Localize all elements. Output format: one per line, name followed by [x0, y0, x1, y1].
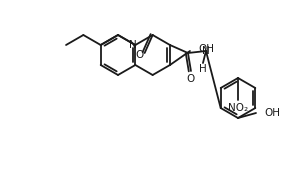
- Text: H: H: [199, 64, 207, 74]
- Text: O: O: [135, 50, 144, 60]
- Text: NO₂: NO₂: [228, 103, 248, 113]
- Text: OH: OH: [198, 44, 214, 54]
- Text: O: O: [187, 74, 195, 84]
- Text: N: N: [202, 46, 210, 56]
- Text: N: N: [129, 40, 137, 50]
- Text: OH: OH: [264, 108, 280, 118]
